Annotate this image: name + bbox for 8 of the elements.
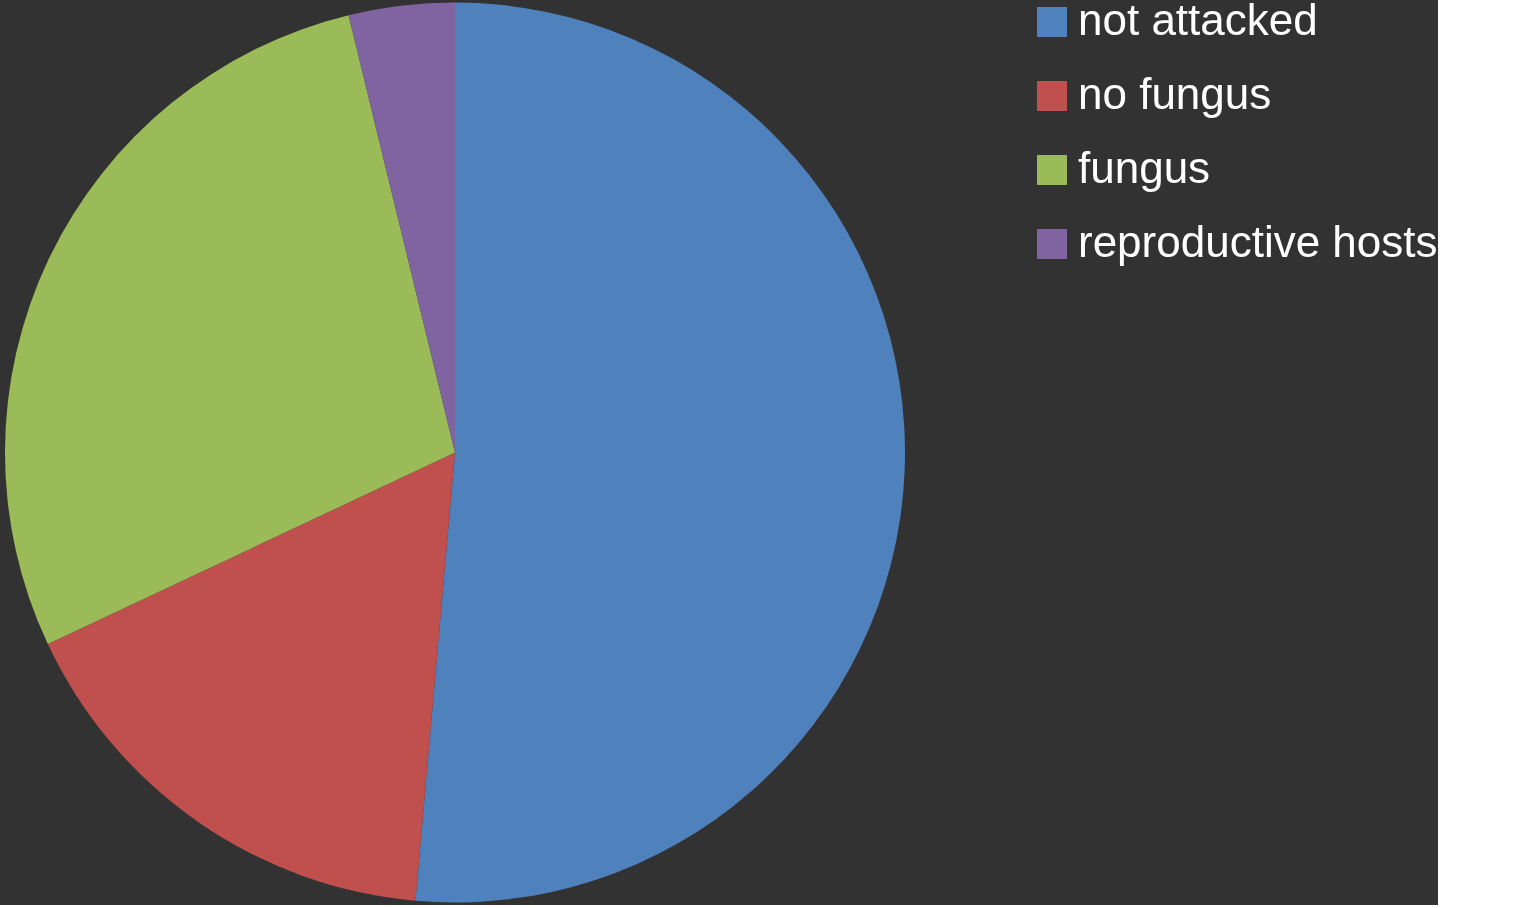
legend-label: fungus [1078, 143, 1211, 192]
legend-label: not attacked [1078, 0, 1318, 44]
pie-slice [415, 2, 905, 903]
pie-slice [348, 2, 455, 453]
legend-label: reproductive hosts [1078, 217, 1438, 266]
pie-slice [47, 452, 455, 901]
pie-slice [5, 15, 455, 645]
legend-label: no fungus [1078, 69, 1272, 118]
